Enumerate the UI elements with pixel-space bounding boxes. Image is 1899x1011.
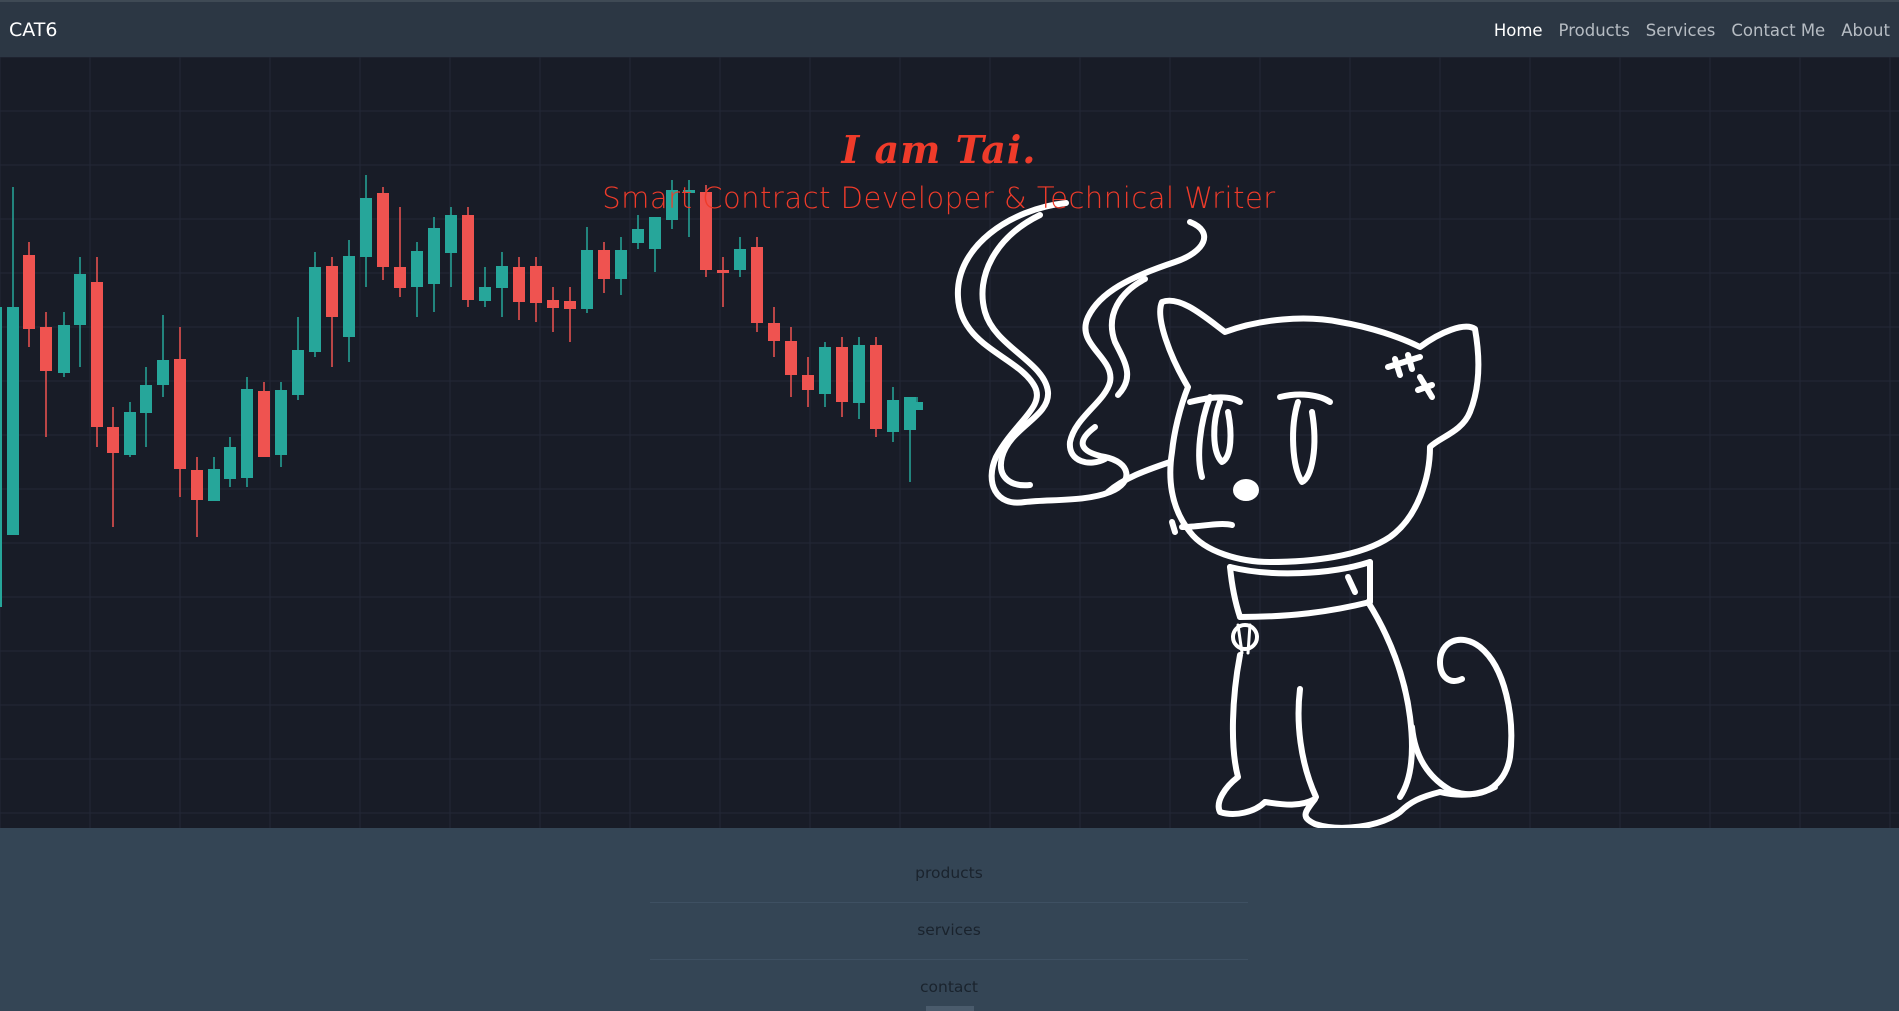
candle-body [649, 217, 661, 249]
candle-body [7, 307, 19, 535]
candle-body [58, 325, 70, 373]
candle-body [292, 350, 304, 395]
candlestick-illustration [0, 175, 923, 607]
footer-link-services[interactable]: services [917, 921, 981, 939]
scroll-indicator [926, 1006, 974, 1011]
candle-body [140, 385, 152, 413]
brand-logo[interactable]: CAT6 [9, 19, 58, 41]
hero-subtitle: Smart Contract Developer & Technical Wri… [602, 181, 1276, 215]
candle-body [241, 389, 253, 478]
candle-body [911, 402, 923, 410]
window-top-edge [0, 0, 1899, 2]
candle-body [496, 266, 508, 288]
hero-background [0, 57, 1899, 828]
candle-body [513, 267, 525, 302]
candle-body [275, 390, 287, 455]
footer-divider [650, 959, 1248, 960]
candle-body [836, 347, 848, 402]
candle-body [40, 327, 52, 371]
candle-body [802, 375, 814, 390]
candle-body [208, 469, 220, 501]
hero-title: I am Tai. [841, 127, 1037, 172]
nav-link-contact[interactable]: Contact Me [1731, 21, 1826, 40]
candle-body [124, 412, 136, 455]
nav-link-home[interactable]: Home [1493, 21, 1543, 40]
candle-body [887, 400, 899, 432]
candle-body [91, 282, 103, 427]
candle-body [343, 256, 355, 337]
nav-links: Home Products Services Contact Me About [1494, 21, 1890, 40]
candle-body [74, 274, 86, 325]
hero-section: I am Tai. Smart Contract Developer & Tec… [0, 57, 1899, 828]
navbar: CAT6 Home Products Services Contact Me A… [0, 2, 1899, 57]
candle-body [394, 267, 406, 288]
candle-body [445, 215, 457, 253]
candle-body [768, 323, 780, 341]
candle-body [734, 249, 746, 270]
candle-body [564, 301, 576, 309]
candle-body [107, 427, 119, 453]
footer-link-contact[interactable]: contact [919, 978, 978, 996]
candle-body [785, 341, 797, 375]
candle-body [309, 267, 321, 352]
candle-body [157, 360, 169, 385]
footer-section: products services contact [0, 828, 1899, 1011]
nav-link-about[interactable]: About [1841, 21, 1890, 40]
candle-body [581, 250, 593, 309]
candle-body [191, 470, 203, 500]
footer-link-products[interactable]: products [915, 864, 983, 882]
candle-body [174, 359, 186, 469]
candle-body [666, 190, 678, 220]
candle-body [462, 215, 474, 300]
candle-body [683, 190, 695, 193]
nav-link-services[interactable]: Services [1645, 21, 1716, 40]
candle-body [700, 192, 712, 270]
candle-body [479, 287, 491, 301]
candle-body [853, 345, 865, 403]
candle-body [547, 300, 559, 308]
candle-body [598, 250, 610, 279]
candle-body [224, 447, 236, 479]
candle-body [326, 266, 338, 317]
candle-body [360, 198, 372, 257]
candle-body [904, 397, 916, 430]
candle-body [632, 229, 644, 243]
candle-body [258, 391, 270, 457]
smoking-cat-drawing [954, 200, 1515, 828]
footer-divider [650, 902, 1248, 903]
candle-body [717, 270, 729, 273]
candle-body [0, 307, 2, 607]
candle-body [530, 266, 542, 303]
candle-body [428, 228, 440, 284]
candle-body [870, 345, 882, 429]
candle-body [819, 347, 831, 394]
candle-body [411, 251, 423, 287]
nav-link-products[interactable]: Products [1558, 21, 1630, 40]
candle-body [377, 193, 389, 267]
candle-body [23, 255, 35, 329]
candle-body [615, 250, 627, 279]
candle-body [751, 247, 763, 323]
